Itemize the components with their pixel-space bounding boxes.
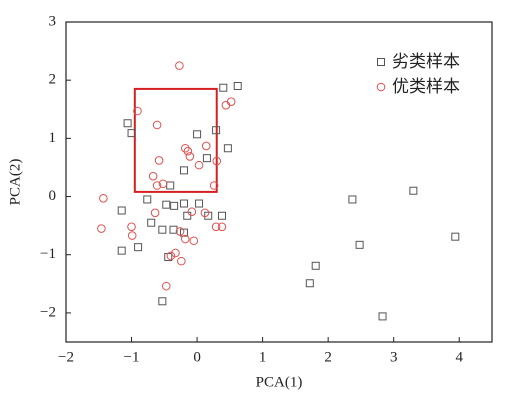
- point-circle: [183, 146, 193, 156]
- x-tick-label: 2: [324, 349, 332, 365]
- point-square: [223, 144, 232, 153]
- point-square: [183, 211, 192, 220]
- point-circle: [194, 160, 204, 170]
- point-circle: [161, 281, 171, 291]
- point-square: [134, 243, 143, 252]
- point-circle: [226, 97, 236, 107]
- point-circle: [154, 156, 164, 165]
- point-square: [193, 130, 202, 139]
- point-circle: [127, 231, 137, 240]
- point-square: [219, 83, 228, 92]
- point-circle: [166, 251, 176, 261]
- point-circle: [180, 234, 190, 244]
- point-square: [179, 166, 188, 175]
- point-square: [451, 232, 460, 241]
- point-circle: [209, 181, 219, 190]
- point-square: [179, 199, 188, 208]
- y-tick-label: 2: [49, 72, 57, 88]
- highlight-box: [133, 87, 218, 193]
- plot-frame: [65, 21, 493, 343]
- point-circle: [152, 181, 162, 190]
- point-circle: [148, 171, 158, 181]
- x-tick-label: 1: [259, 349, 267, 365]
- point-square: [117, 206, 126, 215]
- point-square: [147, 218, 156, 227]
- point-square: [158, 225, 167, 234]
- point-square: [305, 279, 314, 288]
- point-circle: [212, 156, 222, 166]
- point-square: [117, 246, 126, 255]
- point-square: [409, 186, 418, 195]
- point-square: [179, 228, 188, 237]
- point-square: [355, 240, 364, 249]
- point-circle: [177, 256, 186, 266]
- point-circle: [133, 106, 142, 116]
- point-square: [162, 200, 171, 209]
- point-circle: [211, 222, 221, 232]
- point-square: [377, 58, 385, 66]
- point-circle: [175, 227, 185, 236]
- x-tick-label: 0: [193, 349, 201, 365]
- x-tick-label: −2: [58, 349, 74, 365]
- point-square: [170, 201, 179, 210]
- point-circle: [175, 61, 184, 70]
- point-circle: [152, 120, 162, 130]
- point-circle: [158, 179, 168, 189]
- point-circle: [97, 224, 106, 233]
- point-circle: [180, 143, 190, 153]
- y-tick-label: −1: [40, 246, 56, 262]
- point-circle: [187, 207, 197, 216]
- point-square: [143, 195, 152, 204]
- point-square: [348, 195, 357, 204]
- point-square: [127, 129, 136, 138]
- point-circle: [217, 222, 227, 232]
- x-tick-label: 3: [390, 349, 398, 365]
- point-circle: [150, 208, 160, 218]
- point-circle: [200, 208, 210, 218]
- x-axis-label: PCA(1): [256, 374, 303, 390]
- point-square: [212, 126, 221, 135]
- y-tick-label: 3: [49, 13, 57, 29]
- point-square: [217, 211, 226, 220]
- point-circle: [221, 100, 231, 110]
- y-axis-label: PCA(2): [7, 159, 23, 206]
- point-circle: [185, 152, 195, 161]
- y-tick-label: 1: [49, 130, 57, 146]
- point-square: [123, 119, 132, 128]
- point-square: [233, 82, 242, 90]
- y-tick-label: −2: [40, 304, 56, 320]
- point-circle: [99, 193, 108, 203]
- point-square: [378, 312, 387, 321]
- point-circle: [376, 82, 386, 92]
- legend-label: 劣类样本: [392, 52, 460, 72]
- point-circle: [201, 141, 211, 151]
- x-tick-label: 4: [455, 349, 463, 365]
- point-square: [166, 181, 175, 190]
- x-tick-label: −1: [124, 349, 140, 365]
- point-circle: [189, 236, 199, 246]
- y-tick-label: 0: [49, 188, 57, 204]
- point-circle: [171, 248, 180, 258]
- point-square: [311, 261, 320, 270]
- point-square: [158, 297, 167, 306]
- legend-label: 优类样本: [392, 77, 460, 97]
- point-square: [202, 154, 211, 163]
- point-circle: [127, 222, 136, 232]
- point-square: [195, 199, 204, 208]
